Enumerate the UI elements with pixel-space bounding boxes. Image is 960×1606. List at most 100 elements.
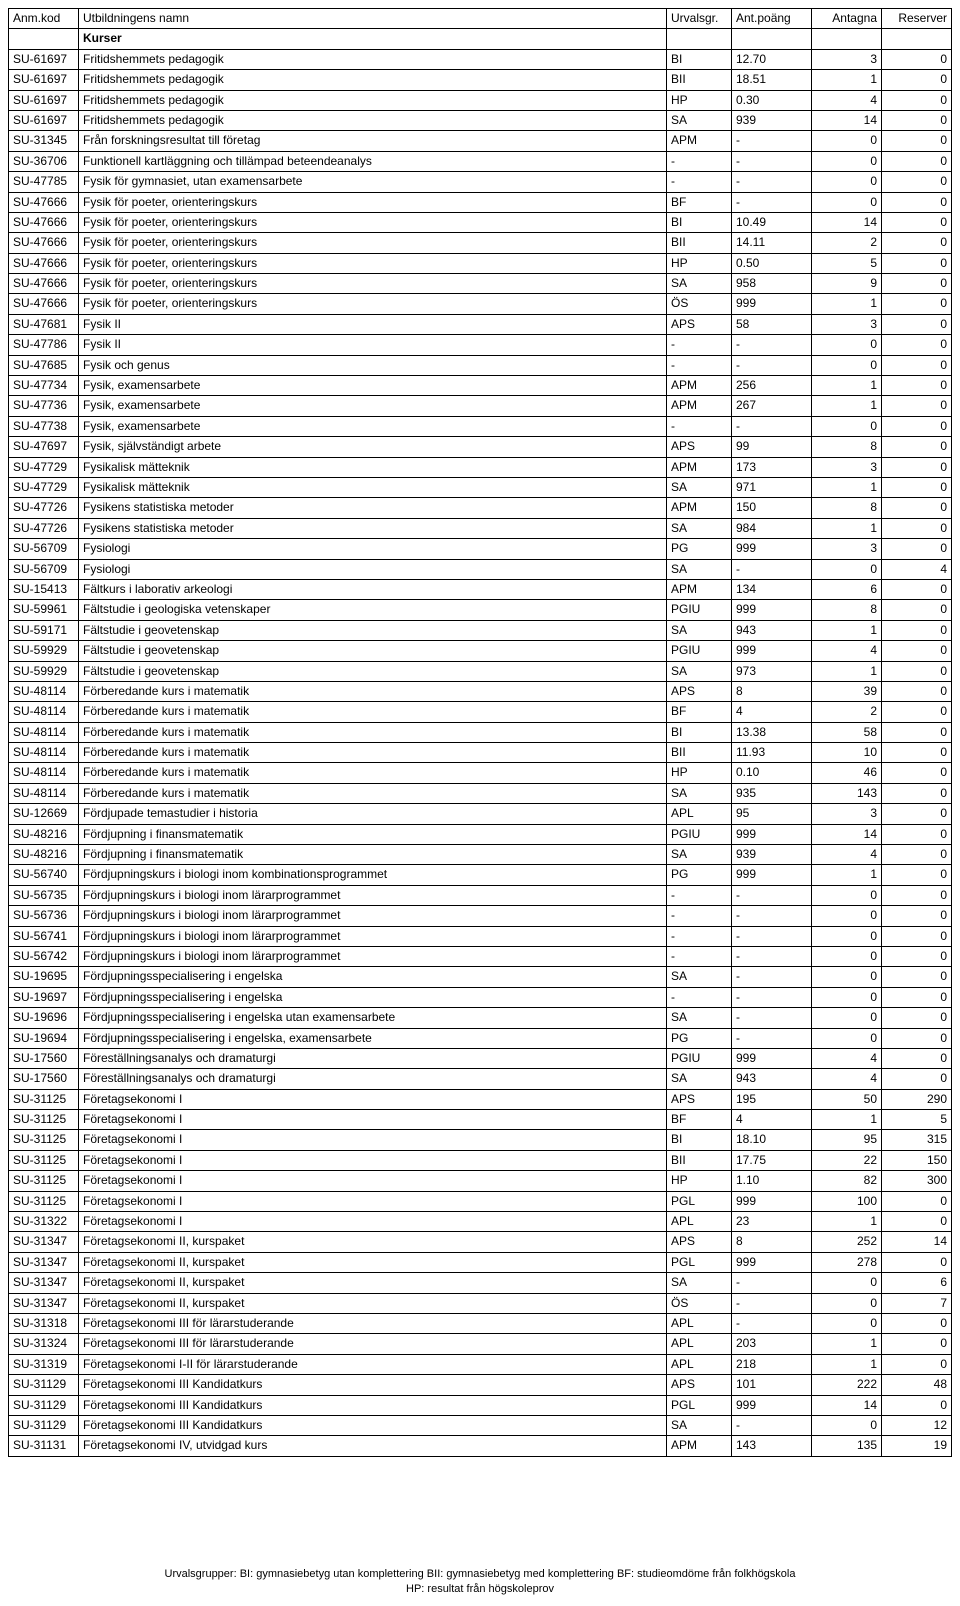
cell-res: 0 [882, 1069, 952, 1089]
cell-code: SU-61697 [9, 110, 79, 130]
cell-ant: 0 [812, 926, 882, 946]
cell-urv: APM [667, 457, 732, 477]
cell-urv: APM [667, 579, 732, 599]
cell-name: Företagsekonomi II, kurspaket [79, 1273, 667, 1293]
cell-poang: 999 [732, 641, 812, 661]
cell-code: SU-31347 [9, 1293, 79, 1313]
cell-name: Fältstudie i geovetenskap [79, 641, 667, 661]
cell-code: SU-47729 [9, 457, 79, 477]
cell-urv: APM [667, 131, 732, 151]
cell-ant: 278 [812, 1252, 882, 1272]
cell-urv: - [667, 926, 732, 946]
cell-res: 0 [882, 1252, 952, 1272]
table-row: SU-31318Företagsekonomi III för lärarstu… [9, 1314, 952, 1334]
cell-name: Fritidshemmets pedagogik [79, 49, 667, 69]
cell-ant: 46 [812, 763, 882, 783]
cell-name: Fysik för poeter, orienteringskurs [79, 274, 667, 294]
cell-code: SU-47666 [9, 233, 79, 253]
cell-urv: APL [667, 1354, 732, 1374]
table-row: SU-17560Föreställningsanalys och dramatu… [9, 1048, 952, 1068]
cell-urv: PGIU [667, 824, 732, 844]
table-row: SU-31129Företagsekonomi III Kandidatkurs… [9, 1375, 952, 1395]
cell-ant: 4 [812, 1069, 882, 1089]
cell-urv: BII [667, 70, 732, 90]
cell-name: Företagsekonomi III Kandidatkurs [79, 1395, 667, 1415]
cell-poang: 150 [732, 498, 812, 518]
cell-ant: 0 [812, 987, 882, 1007]
cell-poang: 958 [732, 274, 812, 294]
cell-urv: SA [667, 661, 732, 681]
cell-res: 0 [882, 987, 952, 1007]
cell-name: Från forskningsresultat till företag [79, 131, 667, 151]
cell-res: 0 [882, 600, 952, 620]
cell-code: SU-56735 [9, 885, 79, 905]
cell-urv: - [667, 906, 732, 926]
cell-res: 0 [882, 1314, 952, 1334]
table-row: SU-47666Fysik för poeter, orienteringsku… [9, 192, 952, 212]
table-row: SU-61697Fritidshemmets pedagogikSA939140 [9, 110, 952, 130]
cell-name: Företagsekonomi I [79, 1150, 667, 1170]
cell-ant: 1 [812, 1110, 882, 1130]
cell-ant: 3 [812, 804, 882, 824]
cell-code: SU-59929 [9, 641, 79, 661]
cell-ant: 0 [812, 416, 882, 436]
table-row: SU-47729Fysikalisk mätteknikAPM17330 [9, 457, 952, 477]
table-row: SU-31125Företagsekonomi IBI18.1095315 [9, 1130, 952, 1150]
cell-urv: SA [667, 110, 732, 130]
cell-ant: 95 [812, 1130, 882, 1150]
table-row: SU-12669Fördjupade temastudier i histori… [9, 804, 952, 824]
cell-code: SU-48114 [9, 702, 79, 722]
table-row: SU-48114Förberedande kurs i matematikBF4… [9, 702, 952, 722]
cell-poang: - [732, 967, 812, 987]
cell-ant: 14 [812, 110, 882, 130]
cell-name: Fältstudie i geovetenskap [79, 661, 667, 681]
cell-urv: SA [667, 274, 732, 294]
cell-name: Fördjupning i finansmatematik [79, 824, 667, 844]
cell-ant: 1 [812, 1334, 882, 1354]
cell-code: SU-61697 [9, 49, 79, 69]
table-row: SU-48114Förberedande kurs i matematikSA9… [9, 783, 952, 803]
cell-res: 0 [882, 845, 952, 865]
cell-poang: 943 [732, 620, 812, 640]
cell-ant: 14 [812, 212, 882, 232]
cell-urv: - [667, 172, 732, 192]
cell-poang: 13.38 [732, 722, 812, 742]
cell-res: 0 [882, 49, 952, 69]
cell-urv: SA [667, 518, 732, 538]
cell-ant: 1 [812, 1354, 882, 1374]
cell-name: Fördjupningsspecialisering i engelska [79, 967, 667, 987]
cell-res: 0 [882, 233, 952, 253]
cell-urv: ÖS [667, 1293, 732, 1313]
cell-urv: SA [667, 783, 732, 803]
cell-poang: 999 [732, 539, 812, 559]
cell-code: SU-31318 [9, 1314, 79, 1334]
cell-res: 0 [882, 702, 952, 722]
cell-name: Fysiologi [79, 559, 667, 579]
table-row: SU-31347Företagsekonomi II, kurspaketSA-… [9, 1273, 952, 1293]
cell-code: SU-47726 [9, 498, 79, 518]
cell-res: 0 [882, 620, 952, 640]
table-row: SU-56736Fördjupningskurs i biologi inom … [9, 906, 952, 926]
header-code: Anm.kod [9, 9, 79, 29]
cell-code: SU-31322 [9, 1212, 79, 1232]
cell-res: 0 [882, 355, 952, 375]
table-row: SU-48216Fördjupning i finansmatematikPGI… [9, 824, 952, 844]
cell-name: Fysikalisk mätteknik [79, 457, 667, 477]
cell-ant: 222 [812, 1375, 882, 1395]
cell-ant: 5 [812, 253, 882, 273]
cell-code: SU-48216 [9, 824, 79, 844]
cell-code: SU-47736 [9, 396, 79, 416]
table-row: SU-47734Fysik, examensarbeteAPM25610 [9, 376, 952, 396]
cell-ant: 1 [812, 396, 882, 416]
cell-name: Fritidshemmets pedagogik [79, 110, 667, 130]
cell-urv: PG [667, 1028, 732, 1048]
table-row: SU-47681Fysik IIAPS5830 [9, 314, 952, 334]
cell-ant: 1 [812, 865, 882, 885]
cell-res: 0 [882, 131, 952, 151]
table-row: SU-61697Fritidshemmets pedagogikBII18.51… [9, 70, 952, 90]
cell-name: Företagsekonomi II, kurspaket [79, 1293, 667, 1313]
cell-code: SU-47666 [9, 192, 79, 212]
table-row: SU-31125Företagsekonomi IAPS19550290 [9, 1089, 952, 1109]
cell-urv: - [667, 335, 732, 355]
cell-poang: - [732, 1293, 812, 1313]
